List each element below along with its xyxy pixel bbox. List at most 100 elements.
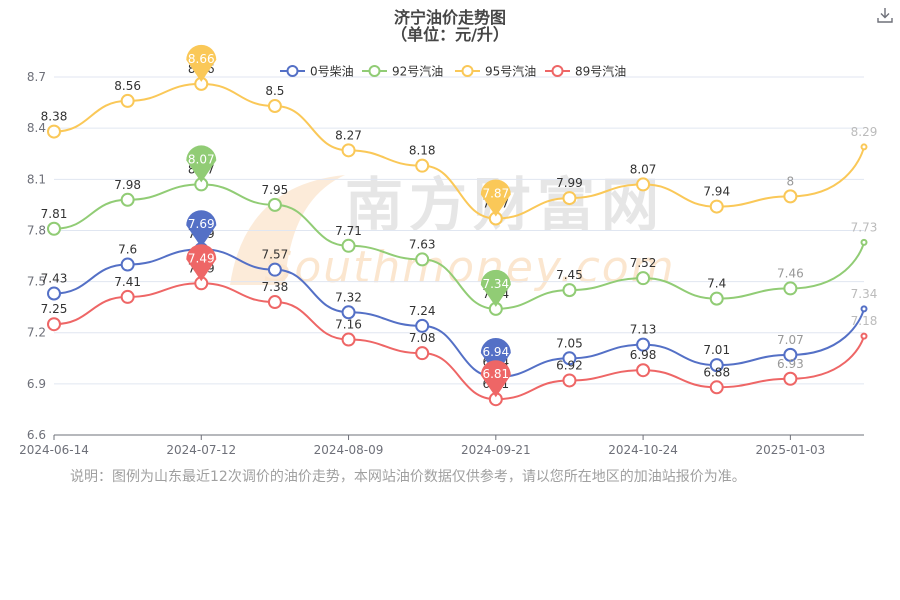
- data-point[interactable]: [267, 99, 282, 114]
- series-line: [53, 82, 865, 220]
- data-point[interactable]: [636, 363, 651, 378]
- data-label: 7.81: [41, 207, 68, 221]
- chart-legend: 0号柴油 92号汽油 95号汽油 89号汽油: [280, 64, 626, 79]
- data-point[interactable]: [636, 337, 651, 352]
- data-point[interactable]: [860, 238, 868, 246]
- download-icon[interactable]: [876, 6, 894, 24]
- data-label: 7.46: [777, 266, 804, 280]
- data-label: 6.98: [630, 348, 657, 362]
- series-line: [53, 282, 865, 401]
- data-point[interactable]: [562, 373, 577, 388]
- data-point[interactable]: [341, 238, 356, 253]
- data-point[interactable]: [47, 124, 61, 139]
- data-label: 7.01: [703, 343, 730, 357]
- data-point[interactable]: [341, 332, 356, 347]
- data-label: 7.13: [630, 323, 657, 337]
- data-label: 6.88: [703, 365, 730, 379]
- chart-title: 济宁油价走势图: [393, 8, 506, 27]
- legend-label: 92号汽油: [392, 64, 443, 79]
- data-label: 8.29: [851, 125, 878, 139]
- data-point[interactable]: [709, 358, 724, 373]
- data-point[interactable]: [267, 197, 282, 212]
- data-label: 7.52: [630, 256, 657, 270]
- data-point[interactable]: [120, 257, 135, 272]
- data-point[interactable]: [47, 317, 61, 332]
- marker-pin-label: 7.69: [188, 217, 215, 231]
- y-tick-label: 7.2: [27, 326, 46, 340]
- data-label: 7.95: [262, 183, 289, 197]
- x-tick-label: 2025-01-03: [755, 443, 825, 457]
- data-point[interactable]: [709, 199, 724, 214]
- marker-pin: [186, 44, 217, 82]
- data-label: 7.99: [556, 176, 583, 190]
- data-label: 6.92: [556, 358, 583, 372]
- data-point[interactable]: [562, 283, 577, 298]
- legend-symbol[interactable]: [286, 65, 299, 77]
- marker-pin-label: 7.87: [482, 187, 509, 201]
- data-label: 8.18: [409, 144, 436, 158]
- data-label: 7.05: [556, 336, 583, 350]
- legend-symbol[interactable]: [368, 65, 381, 77]
- data-label: 7.32: [335, 290, 362, 304]
- legend-label: 0号柴油: [310, 65, 354, 79]
- data-point[interactable]: [120, 289, 135, 304]
- data-label: 7.45: [556, 268, 583, 282]
- data-label: 7.6: [118, 243, 137, 257]
- data-point[interactable]: [341, 143, 356, 158]
- data-point[interactable]: [783, 371, 798, 386]
- marker-pin: [480, 269, 511, 307]
- data-point[interactable]: [860, 305, 868, 313]
- data-point[interactable]: [562, 191, 577, 206]
- marker-pin-label: 7.34: [482, 277, 509, 291]
- data-point[interactable]: [415, 318, 430, 333]
- marker-pin: [480, 179, 511, 217]
- data-point[interactable]: [562, 351, 577, 366]
- data-point[interactable]: [783, 189, 798, 204]
- data-point[interactable]: [415, 158, 430, 173]
- data-point[interactable]: [47, 286, 61, 301]
- x-tick-label: 2024-06-14: [19, 443, 89, 457]
- data-label: 7.18: [851, 314, 878, 328]
- x-tick-label: 2024-10-24: [608, 443, 678, 457]
- data-label: 8.56: [114, 79, 141, 93]
- series-line: [53, 183, 865, 310]
- data-label: 7.94: [703, 185, 730, 199]
- data-point[interactable]: [709, 291, 724, 306]
- data-label: 8: [787, 174, 795, 188]
- data-label: 7.4: [707, 277, 726, 291]
- data-point[interactable]: [636, 271, 651, 286]
- data-point[interactable]: [636, 177, 651, 192]
- marker-pin: [186, 244, 217, 282]
- watermark-subtext: Southmoney.com: [264, 242, 675, 293]
- data-label: 7.57: [262, 248, 289, 262]
- data-point[interactable]: [267, 295, 282, 310]
- chart-grid: [54, 76, 864, 385]
- data-label: 7.63: [409, 237, 436, 251]
- legend-symbol[interactable]: [461, 65, 474, 77]
- data-label: 8.27: [335, 128, 362, 142]
- footnote: 说明：图例为山东最近12次调价的油价走势，本网站油价数据仅供参考，请以您所在地区…: [70, 469, 746, 485]
- data-label: 7.98: [114, 178, 141, 192]
- data-point[interactable]: [267, 262, 282, 277]
- data-point[interactable]: [783, 347, 798, 362]
- data-point[interactable]: [415, 346, 430, 361]
- data-point[interactable]: [783, 281, 798, 296]
- legend-symbol[interactable]: [551, 65, 564, 77]
- marker-pin-label: 8.66: [188, 52, 215, 66]
- data-label: 7.07: [777, 333, 804, 347]
- data-point[interactable]: [709, 380, 724, 395]
- data-label: 7.08: [409, 331, 436, 345]
- data-point[interactable]: [120, 93, 135, 108]
- data-point[interactable]: [341, 305, 356, 320]
- data-point[interactable]: [860, 143, 868, 151]
- data-point[interactable]: [415, 252, 430, 267]
- y-tick-label: 8.7: [27, 70, 46, 84]
- data-label: 7.73: [851, 220, 878, 234]
- legend-label: 95号汽油: [485, 64, 536, 79]
- marker-pin-label: 8.07: [188, 152, 215, 166]
- data-point[interactable]: [120, 192, 135, 207]
- data-point[interactable]: [47, 221, 61, 236]
- data-point[interactable]: [860, 332, 868, 340]
- data-label: 7.34: [851, 287, 878, 301]
